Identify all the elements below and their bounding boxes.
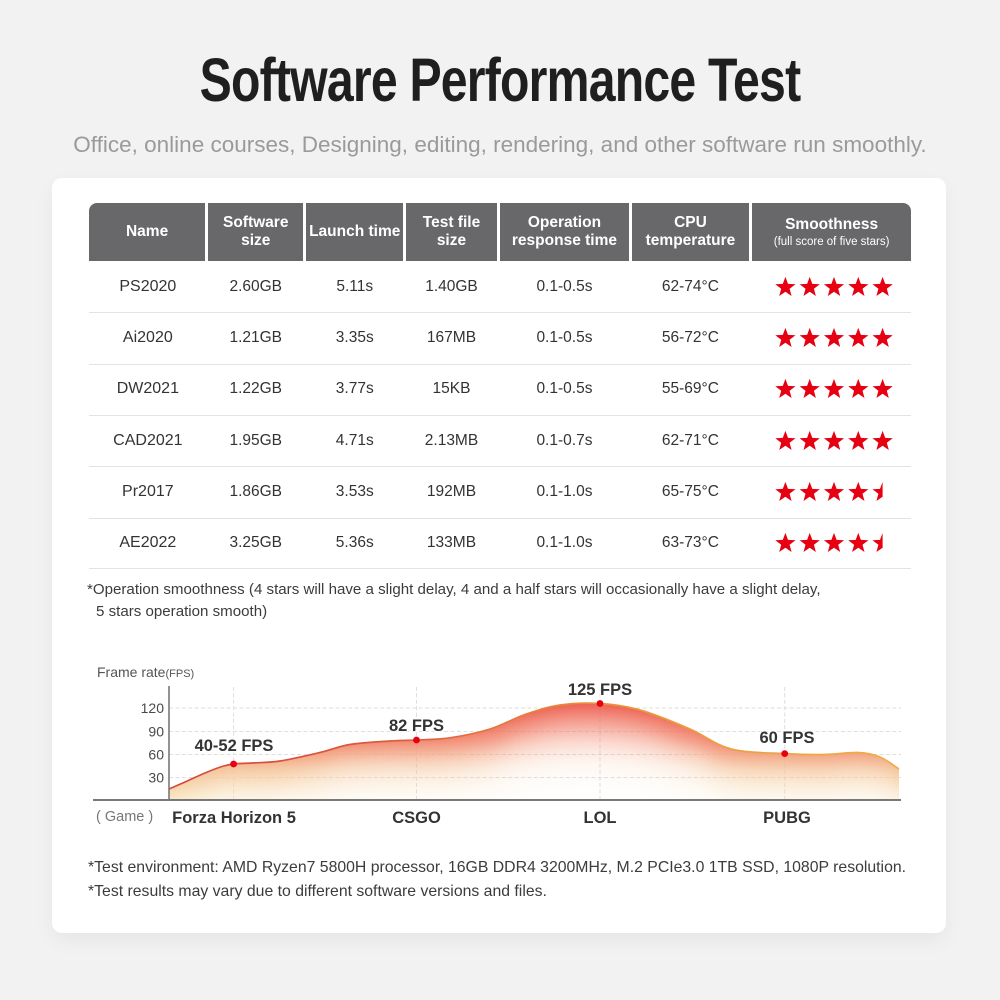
svg-text:90: 90 [148, 724, 164, 740]
svg-text:120: 120 [141, 700, 165, 716]
svg-text:Frame rate(FPS): Frame rate(FPS) [97, 664, 194, 680]
svg-text:60: 60 [148, 747, 164, 763]
svg-text:30: 30 [148, 770, 164, 786]
